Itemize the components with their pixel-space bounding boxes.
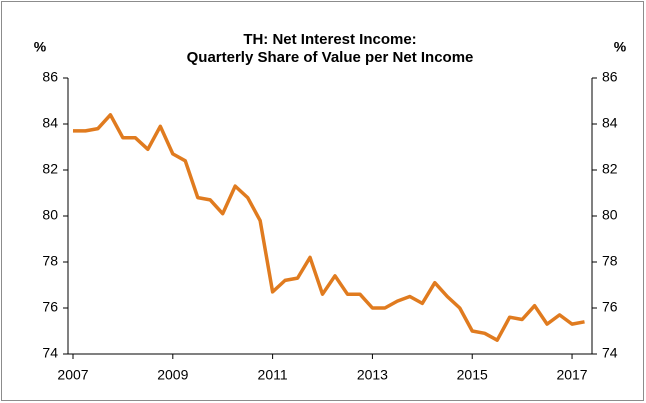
- y2-tick-label: 86: [602, 69, 618, 85]
- y-tick-label: 82: [42, 161, 58, 177]
- y-tick-label: 86: [42, 69, 58, 85]
- chart-title: Quarterly Share of Value per Net Income: [187, 49, 474, 66]
- y-tick-label: 78: [42, 253, 58, 269]
- x-tick-label: 2015: [457, 367, 488, 383]
- y-tick-label: 84: [42, 115, 58, 131]
- y2-tick-label: 74: [602, 345, 618, 361]
- y2-tick-label: 84: [602, 115, 618, 131]
- chart-title: TH: Net Interest Income:: [243, 31, 416, 48]
- y-tick-label: 80: [42, 207, 58, 223]
- line-series: [72, 113, 585, 342]
- y2-tick-label: 76: [602, 299, 618, 315]
- y2-tick-label: 78: [602, 253, 618, 269]
- x-tick-label: 2013: [357, 367, 388, 383]
- y-tick-label: 74: [42, 345, 58, 361]
- x-tick-label: 2007: [57, 367, 88, 383]
- y-axis-label: %: [34, 39, 47, 55]
- x-tick-label: 2011: [258, 367, 288, 383]
- y2-axis-label: %: [614, 39, 627, 55]
- y-tick-label: 76: [42, 299, 58, 315]
- y2-tick-label: 80: [602, 207, 618, 223]
- y2-tick-label: 82: [602, 161, 618, 177]
- x-tick-label: 2009: [157, 367, 188, 383]
- x-tick-label: 2017: [556, 367, 587, 383]
